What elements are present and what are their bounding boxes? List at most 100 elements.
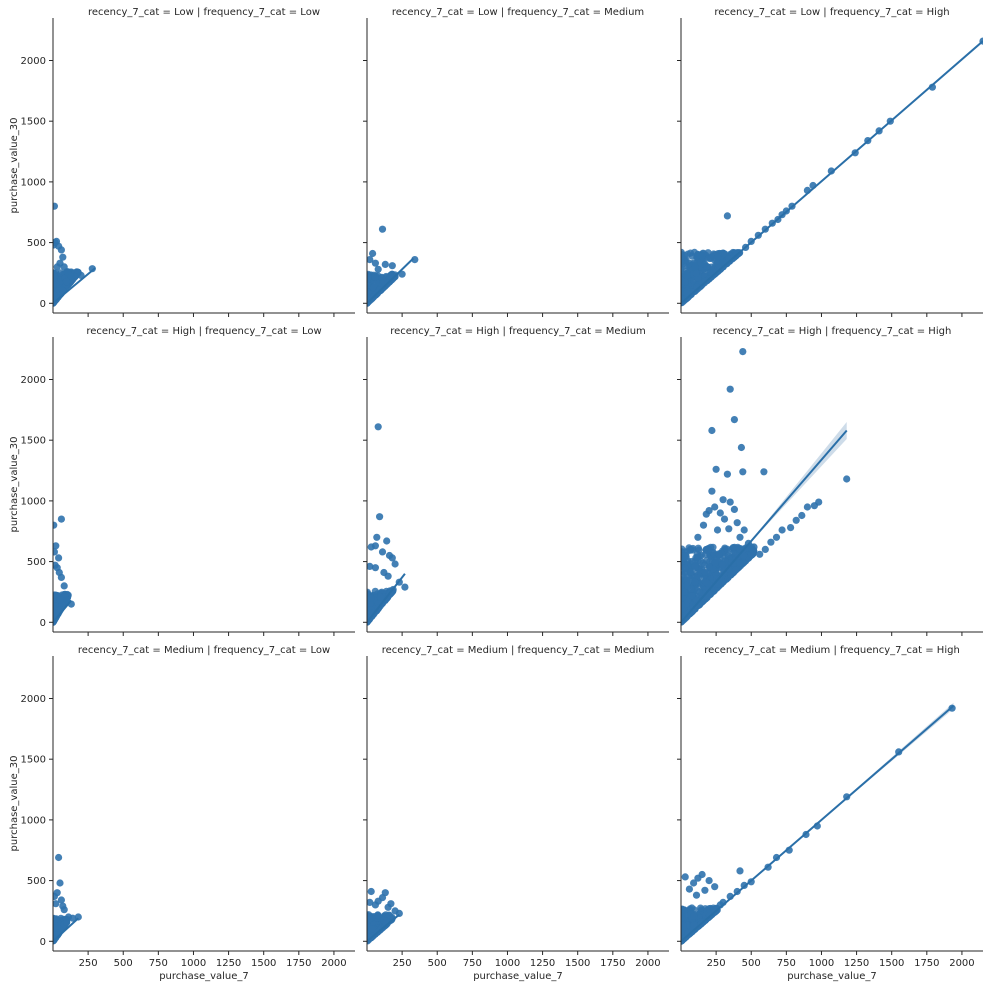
scatter-point <box>367 887 375 896</box>
scatter-point <box>53 202 58 210</box>
scatter-point <box>715 550 723 558</box>
y-tick-label: 500 <box>27 238 46 249</box>
x-axis-label: purchase_value_7 <box>159 971 249 982</box>
scatter-point <box>53 900 60 908</box>
regression-line <box>681 705 955 943</box>
scatter-point <box>55 554 63 562</box>
scatter-point <box>56 879 64 887</box>
scatter-point <box>798 511 806 520</box>
scatter-point <box>708 426 716 435</box>
y-axis-label: purchase_value_30 <box>9 756 20 852</box>
scatter-point <box>367 281 371 289</box>
scatter-point <box>381 260 389 268</box>
scatter-point <box>371 273 379 281</box>
x-tick-label: 1000 <box>181 958 206 969</box>
scatter-point <box>740 551 748 560</box>
scatter-point <box>681 545 686 553</box>
scatter-point <box>369 249 377 258</box>
scatter-point <box>55 853 63 862</box>
scatter-point <box>56 596 64 604</box>
plot-area <box>681 702 956 945</box>
x-tick-label: 750 <box>777 958 796 969</box>
scatter-point <box>739 468 747 476</box>
scatter-point <box>681 921 687 929</box>
scatter-point <box>761 545 769 554</box>
regression-line <box>681 429 848 623</box>
scatter-point <box>690 921 698 929</box>
scatter-point <box>737 443 746 452</box>
scatter-point <box>810 502 819 510</box>
scatter-point <box>756 550 764 558</box>
scatter-point <box>736 867 744 875</box>
scatter-point <box>371 564 379 572</box>
scatter-point <box>723 470 732 478</box>
scatter-point <box>701 578 710 586</box>
scatter-point <box>367 594 375 602</box>
scatter-point <box>843 475 851 483</box>
scatter-point <box>687 568 695 576</box>
scatter-point <box>732 566 740 574</box>
scatter-point <box>371 259 379 267</box>
scatter-point <box>411 256 419 264</box>
scatter-point <box>699 521 708 529</box>
y-tick-label: 2000 <box>21 375 46 386</box>
scatter-point <box>367 543 375 551</box>
scatter-point <box>681 914 686 922</box>
scatter-point <box>719 258 727 266</box>
x-tick-label: 1750 <box>914 958 939 969</box>
scatter-point <box>53 561 59 569</box>
scatter-point <box>725 525 733 533</box>
scatter-point <box>712 465 720 473</box>
scatter-point <box>681 571 686 579</box>
scatter-point <box>767 538 775 546</box>
scatter-point <box>373 533 381 541</box>
scatter-point <box>374 265 382 273</box>
facet-panel: recency_7_cat = Low | frequency_7_cat = … <box>363 7 669 317</box>
scatter-point <box>692 891 701 899</box>
scatter-point <box>374 911 382 919</box>
x-tick-label: 500 <box>428 958 447 969</box>
scatter-point <box>681 582 685 590</box>
scatter-point <box>702 510 710 518</box>
panel-title: recency_7_cat = Medium | frequency_7_cat… <box>704 645 960 656</box>
scatter-point <box>691 263 699 271</box>
scatter-point <box>735 545 743 553</box>
scatter-point <box>53 272 58 280</box>
x-tick-label: 500 <box>742 958 761 969</box>
scatter-point <box>691 563 699 571</box>
facet-panel: recency_7_cat = Low | frequency_7_cat = … <box>9 7 355 317</box>
scatter-point <box>53 612 61 620</box>
scatter-point <box>695 588 704 596</box>
panel-title: recency_7_cat = High | frequency_7_cat =… <box>86 326 321 337</box>
scatter-point <box>692 269 700 277</box>
x-tick-label: 500 <box>114 958 133 969</box>
y-tick-label: 2000 <box>21 56 46 67</box>
scatter-point <box>53 542 60 550</box>
scatter-point <box>386 272 394 280</box>
scatter-point <box>391 907 399 915</box>
scatter-point <box>740 526 748 534</box>
x-tick-label: 750 <box>149 958 168 969</box>
plot-area <box>53 853 82 945</box>
scatter-point <box>803 503 812 511</box>
panel-title: recency_7_cat = Medium | frequency_7_cat… <box>78 645 330 656</box>
x-tick-label: 250 <box>707 958 726 969</box>
scatter-point <box>53 924 59 932</box>
y-tick-label: 1000 <box>21 177 46 188</box>
regression-line <box>53 917 79 943</box>
panel-title: recency_7_cat = Low | frequency_7_cat = … <box>88 7 320 18</box>
panel-title: recency_7_cat = Medium | frequency_7_cat… <box>382 645 655 656</box>
facet-panel: recency_7_cat = Medium | frequency_7_cat… <box>9 645 355 982</box>
scatter-point <box>57 896 65 904</box>
scatter-point <box>718 561 727 569</box>
scatter-point <box>376 513 384 521</box>
scatter-point <box>681 588 688 596</box>
scatter-point <box>391 560 399 568</box>
scatter-point <box>681 564 689 572</box>
regression-line <box>367 913 400 943</box>
panel-title: recency_7_cat = Low | frequency_7_cat = … <box>714 7 949 18</box>
scatter-point <box>387 900 395 908</box>
scatter-point <box>690 912 698 920</box>
scatter-point <box>67 273 75 281</box>
